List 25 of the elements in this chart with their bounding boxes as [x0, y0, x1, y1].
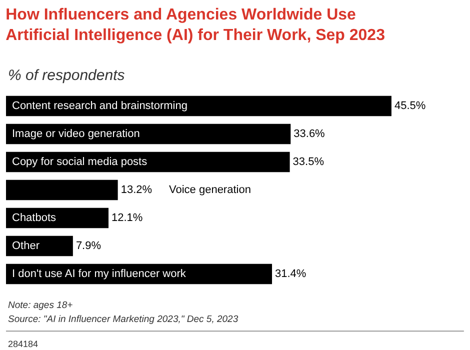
- y-tick-label: I don't use AI for my influencer work: [12, 268, 186, 280]
- y-tick-label: Voice generation: [169, 184, 251, 196]
- text: Note: ages 18+: [8, 300, 74, 311]
- y-tick-label: Content research and brainstorming: [12, 100, 188, 112]
- data-label: 12.1%: [112, 212, 143, 224]
- data-label: 31.4%: [275, 268, 306, 280]
- y-tick-label: Chatbots: [12, 212, 57, 224]
- data-label: 7.9%: [76, 240, 102, 252]
- data-label: 33.6%: [294, 128, 326, 140]
- bar: [6, 96, 392, 116]
- bar: [6, 236, 73, 256]
- text: 284184: [8, 339, 38, 349]
- chart-subtitle: % of respondents: [8, 67, 126, 84]
- data-label: 45.5%: [394, 100, 426, 112]
- y-tick-label: Image or video generation: [12, 128, 140, 140]
- bar: [6, 124, 291, 144]
- chart-title: How Influencers and Agencies Worldwide Use Artificial Intelligence (AI) for Their Work, Sep 2023: [6, 6, 386, 44]
- bar: [6, 152, 290, 172]
- bar: [6, 208, 109, 228]
- bar: [6, 180, 118, 200]
- y-tick-label: Copy for social media posts: [12, 156, 148, 168]
- y-tick-label: Other: [12, 240, 40, 252]
- data-label: 33.5%: [292, 156, 324, 168]
- data-label: 13.2%: [120, 184, 152, 196]
- source-note: Source: "AI in Influencer Marketing 2023," Dec 5, 2023: [8, 314, 239, 325]
